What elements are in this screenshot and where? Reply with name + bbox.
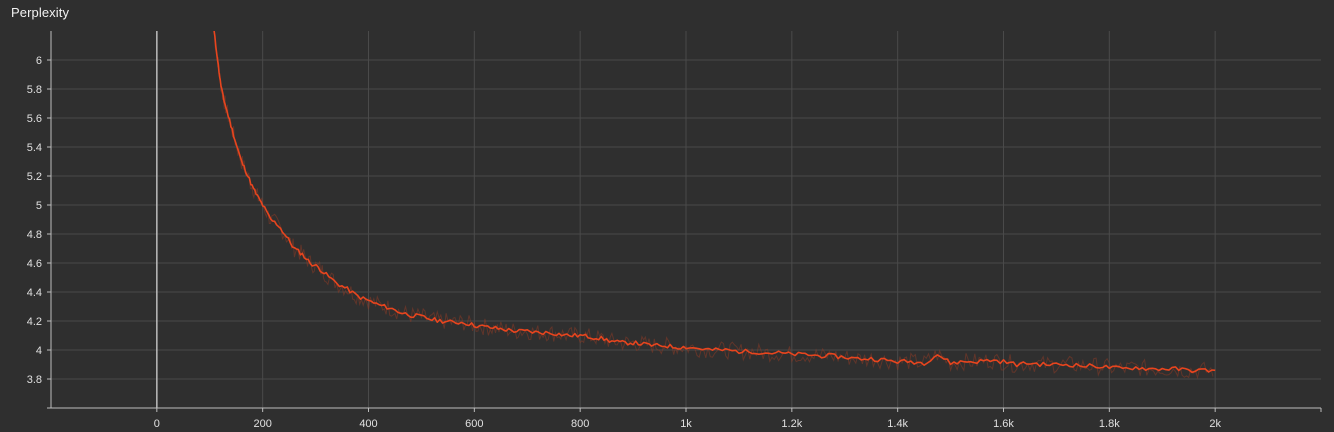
series-raw-line — [213, 31, 1214, 380]
y-tick-label: 3.8 — [27, 374, 42, 386]
x-tick-label: 1.8k — [1099, 418, 1120, 430]
y-tick-label: 5.4 — [27, 142, 42, 154]
x-tick-label: 1.6k — [993, 418, 1014, 430]
y-tick-label: 5.2 — [27, 171, 42, 183]
x-tick-label: 1.2k — [781, 418, 802, 430]
y-tick-label: 4 — [36, 345, 42, 357]
x-tick-label: 0 — [154, 418, 160, 430]
x-tick-label: 2k — [1209, 418, 1221, 430]
chart-title: Perplexity — [11, 5, 70, 20]
x-tick-label: 400 — [359, 418, 377, 430]
x-tick-label: 600 — [465, 418, 483, 430]
x-tick-label: 1.4k — [887, 418, 908, 430]
y-tick-label: 4.8 — [27, 229, 42, 241]
y-tick-label: 4.2 — [27, 316, 42, 328]
y-tick-label: 4.4 — [27, 287, 42, 299]
y-tick-label: 4.6 — [27, 258, 42, 270]
x-tick-label: 200 — [253, 418, 271, 430]
y-tick-label: 5 — [36, 200, 42, 212]
series-line-0 — [213, 31, 1216, 374]
x-tick-label: 1k — [680, 418, 692, 430]
y-tick-label: 5.8 — [27, 84, 42, 96]
y-tick-label: 6 — [36, 55, 42, 67]
y-tick-label: 5.6 — [27, 113, 42, 125]
x-tick-label: 800 — [571, 418, 589, 430]
